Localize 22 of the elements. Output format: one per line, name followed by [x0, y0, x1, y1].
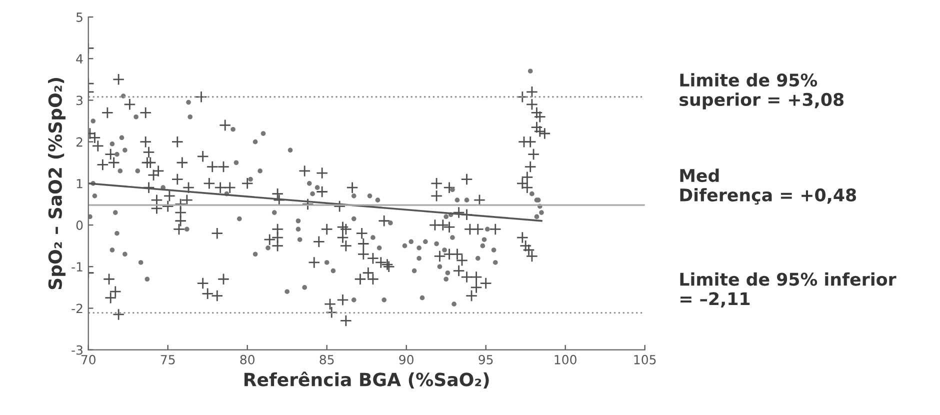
y-tick-label: 3	[76, 96, 82, 106]
x-tick-label: 100	[554, 354, 576, 364]
y-axis-title: SpO₂ – SaO2 (%SpO₂)	[48, 78, 66, 290]
y-tick-label: 1	[76, 179, 82, 188]
x-tick-label: 75	[160, 355, 175, 364]
x-tick-label: 85	[320, 354, 334, 364]
y-tick-label: -3	[72, 345, 82, 355]
text: Med Diferença = +0,48	[680, 168, 856, 205]
x-tick-label: 95	[478, 354, 493, 364]
y-tick-label: 5	[76, 12, 82, 22]
x-tick-label: 90	[399, 354, 414, 364]
x-axis-title: Referência BGA (%SaO₂)	[244, 372, 489, 388]
text: Limite de 95% superior = +3,08	[680, 73, 844, 110]
y-tick-label: -1	[72, 262, 82, 272]
x-tick-label: 80	[240, 354, 254, 364]
x-tick-label: 70	[81, 354, 96, 364]
y-tick-label: 4	[76, 54, 83, 64]
y-tick-label: 0	[76, 220, 83, 230]
y-tick-label: 2	[76, 137, 82, 147]
y-tick-label: -2	[72, 304, 82, 313]
text: Limite de 95% inferior = –2,11	[680, 272, 896, 308]
x-tick-label: 105	[634, 354, 656, 364]
